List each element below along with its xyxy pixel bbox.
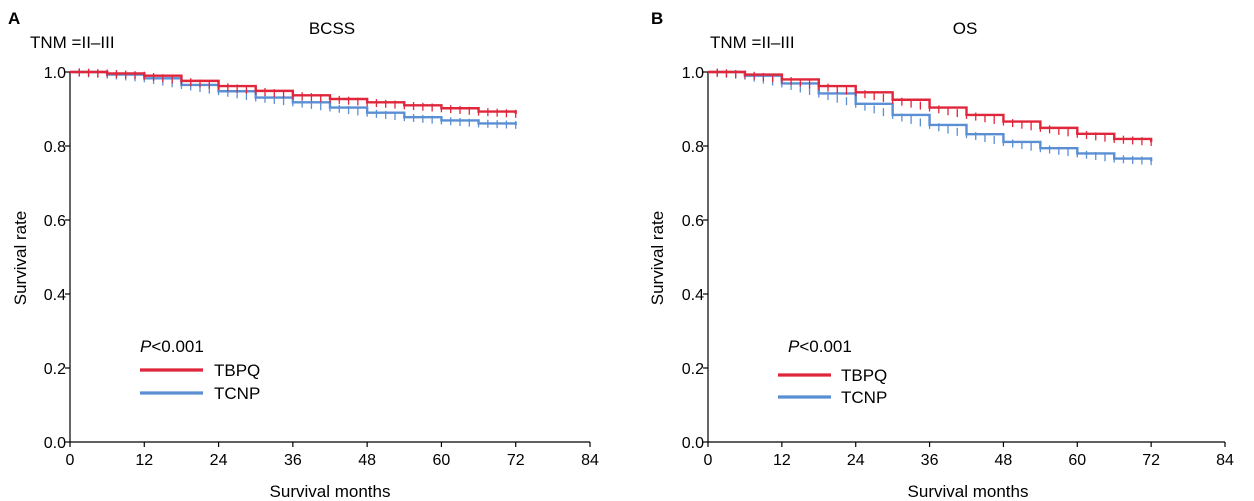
p-value-text: <0.001 [799,337,851,356]
x-tick-label: 72 [507,452,525,469]
legend-label: TBPQ [214,361,260,380]
legend-item-tbpq: TBPQ [778,366,887,385]
y-tick-label: 0.2 [44,361,66,378]
y-tick-label: 0.8 [682,139,704,156]
series-tcnp [708,68,1153,166]
y-tick-label: 1.0 [682,65,704,82]
series-tbpq [70,68,517,118]
y-tick-label: 0.4 [44,287,66,304]
y-tick-label: 0.4 [682,287,704,304]
x-tick-label: 36 [921,452,939,469]
x-tick-label: 36 [284,452,302,469]
y-tick-label: 1.0 [44,65,66,82]
legend-item-tcnp: TCNP [140,384,260,403]
chart-subtitle: TNM =II–III [710,33,795,52]
y-axis-label: Survival rate [648,211,667,305]
legend-item-tbpq: TBPQ [140,361,260,380]
y-tick-label: 0.2 [682,361,704,378]
x-tick-label: 0 [66,452,75,469]
panel-a: A BCSS TNM =II–III 0 12 24 36 48 60 72 84 0.0 0.2 0.4… [8,9,599,501]
y-axis-label: Survival rate [11,211,30,305]
p-symbol: P [140,337,152,356]
x-tick-label: 24 [847,452,865,469]
x-axis-label: Survival months [908,482,1029,501]
chart-subtitle: TNM =II–III [30,33,115,52]
x-tick-label: 24 [210,452,228,469]
x-axis-label: Survival months [270,482,391,501]
p-value-annotation: P<0.001 [140,337,204,356]
x-tick-label: 72 [1142,452,1160,469]
chart-title: OS [953,19,978,38]
p-value-annotation: P<0.001 [788,337,852,356]
y-tick-label: 0.6 [44,213,66,230]
series-line [708,70,1153,162]
legend-label: TCNP [214,384,260,403]
y-tick-label: 0.8 [44,139,66,156]
x-tick-label: 12 [773,452,791,469]
panel-letter: A [8,9,20,28]
x-tick-label: 48 [358,452,376,469]
chart-title: BCSS [309,19,355,38]
panel-b: B OS TNM =II–III 0 12 24 36 48 60 72 84 0.0 0.2 0.4 0.… [648,9,1234,501]
y-tick-label: 0.0 [682,435,704,452]
x-tick-label: 12 [135,452,153,469]
y-tick-label: 0.6 [682,213,704,230]
series-tbpq [708,68,1153,146]
p-value-text: <0.001 [151,337,203,356]
x-tick-label: 84 [1216,452,1234,469]
x-tick-label: 48 [995,452,1013,469]
legend-label: TCNP [841,388,887,407]
x-tick-label: 60 [433,452,451,469]
p-symbol: P [788,337,800,356]
legend-label: TBPQ [841,366,887,385]
legend-item-tcnp: TCNP [778,388,887,407]
x-tick-label: 84 [581,452,599,469]
x-tick-label: 0 [704,452,713,469]
x-tick-label: 60 [1068,452,1086,469]
y-tick-label: 0.0 [44,435,66,452]
panel-letter: B [651,9,663,28]
